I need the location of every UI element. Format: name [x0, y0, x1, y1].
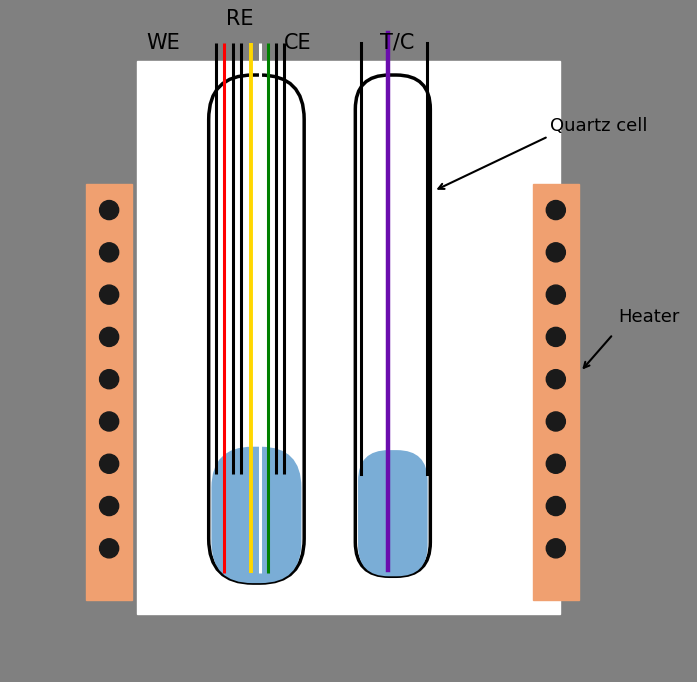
- FancyBboxPatch shape: [208, 75, 304, 583]
- Circle shape: [100, 243, 118, 262]
- Text: Heater: Heater: [618, 308, 680, 326]
- FancyBboxPatch shape: [211, 447, 301, 583]
- Bar: [543, 130, 689, 191]
- Bar: [86, 184, 132, 600]
- Bar: [137, 61, 560, 614]
- Circle shape: [100, 370, 118, 389]
- Circle shape: [546, 370, 565, 389]
- Circle shape: [546, 412, 565, 431]
- Bar: [533, 184, 579, 600]
- Circle shape: [100, 496, 118, 516]
- Text: CE: CE: [284, 33, 311, 53]
- Circle shape: [546, 285, 565, 304]
- Bar: [584, 177, 689, 682]
- Circle shape: [100, 201, 118, 220]
- FancyBboxPatch shape: [355, 75, 430, 576]
- Circle shape: [100, 412, 118, 431]
- Circle shape: [100, 539, 118, 558]
- Bar: [8, 177, 113, 682]
- Text: WE: WE: [146, 33, 180, 53]
- Circle shape: [546, 243, 565, 262]
- Text: Quartz cell: Quartz cell: [550, 117, 648, 135]
- Circle shape: [546, 539, 565, 558]
- Circle shape: [100, 327, 118, 346]
- FancyBboxPatch shape: [358, 450, 428, 576]
- Circle shape: [546, 327, 565, 346]
- Text: RE: RE: [226, 9, 253, 29]
- Bar: [8, 130, 154, 191]
- Circle shape: [546, 496, 565, 516]
- Circle shape: [100, 454, 118, 473]
- Circle shape: [100, 285, 118, 304]
- Bar: [8, 600, 689, 682]
- Circle shape: [546, 454, 565, 473]
- Text: T/C: T/C: [381, 33, 415, 53]
- Circle shape: [546, 201, 565, 220]
